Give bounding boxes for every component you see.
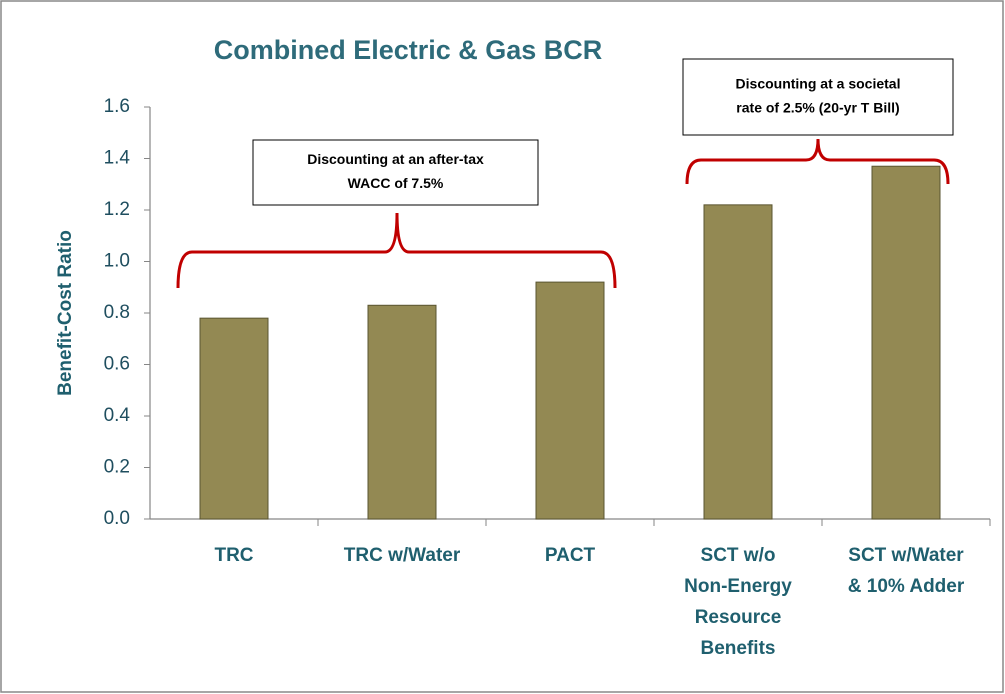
y-tick-label: 1.0 <box>104 251 130 272</box>
bar <box>535 281 605 520</box>
annotation-box <box>252 139 539 206</box>
bar <box>367 304 437 520</box>
y-tick-label: 1.4 <box>104 148 131 169</box>
annotation-text: Discounting at an after-tax <box>307 151 484 167</box>
y-tick-label: 0.2 <box>104 457 130 478</box>
y-tick-label: 1.2 <box>104 199 130 220</box>
y-tick-label: 1.6 <box>104 96 130 117</box>
y-tick-label: 0.6 <box>104 354 130 375</box>
x-tick-label: Resource <box>695 607 782 628</box>
x-tick-label: TRC <box>214 545 253 566</box>
annotation-box <box>682 58 954 136</box>
chart-title: Combined Electric & Gas BCR <box>214 35 603 65</box>
bar <box>703 204 773 520</box>
x-tick-label: SCT w/o <box>701 545 776 566</box>
x-tick-label: & 10% Adder <box>848 576 965 597</box>
y-tick-label: 0.4 <box>104 405 131 426</box>
annotation-text: WACC of 7.5% <box>348 175 444 191</box>
x-tick-label: Benefits <box>701 638 776 659</box>
y-tick-label: 0.0 <box>104 508 130 529</box>
bar <box>199 317 269 520</box>
x-tick-label: TRC w/Water <box>344 545 461 566</box>
y-tick-label: 0.8 <box>104 302 130 323</box>
x-tick-label: PACT <box>545 545 596 566</box>
x-tick-label: SCT w/Water <box>848 545 964 566</box>
x-tick-label: Non-Energy <box>684 576 792 597</box>
annotation-text: Discounting at a societal <box>736 76 901 92</box>
y-axis-label: Benefit-Cost Ratio <box>55 230 76 396</box>
brace <box>685 138 950 185</box>
annotation-text: rate of 2.5% (20-yr T Bill) <box>736 100 899 116</box>
brace <box>176 212 617 289</box>
bar <box>871 165 941 520</box>
